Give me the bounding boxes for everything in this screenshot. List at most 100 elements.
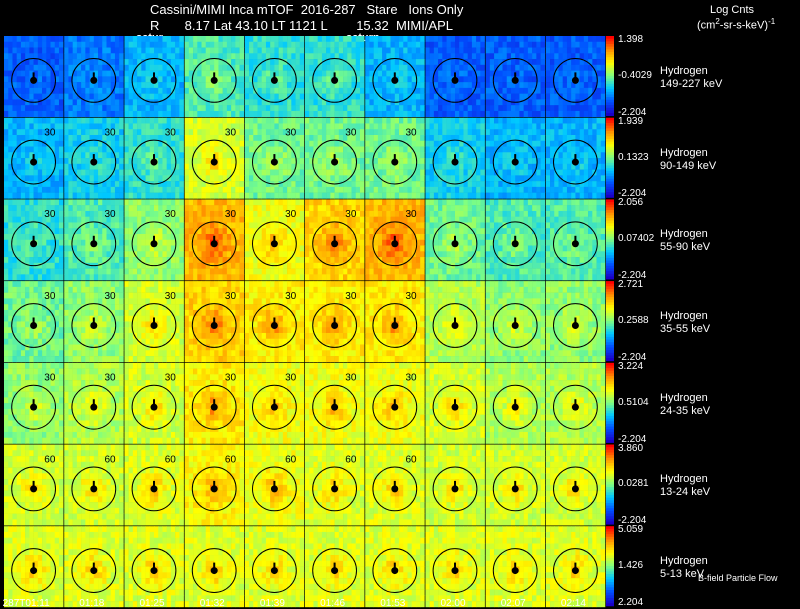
heatmap-cell [197, 251, 202, 258]
heatmap-cell [85, 210, 90, 217]
heatmap-cell [403, 105, 408, 112]
heatmap-cell [330, 186, 335, 193]
heatmap-cell [222, 59, 228, 66]
heatmap-cell [37, 110, 43, 117]
heatmap-cell [170, 181, 176, 188]
heatmap-cell [261, 245, 267, 252]
heatmap-cell [33, 110, 39, 117]
heatmap-cell [540, 76, 546, 83]
heatmap-cell [390, 186, 396, 193]
heatmap-cell [476, 140, 481, 147]
heatmap-cell [37, 123, 43, 130]
heatmap-cell [68, 251, 73, 258]
heatmap-cell [226, 228, 232, 235]
heatmap-cell [158, 36, 163, 43]
heatmap-cell [554, 140, 559, 147]
colorbar-segment [606, 136, 614, 140]
heatmap-cell [58, 222, 64, 229]
heatmap-cell [502, 64, 508, 71]
heatmap-cell [218, 205, 223, 212]
heatmap-cell [550, 105, 555, 112]
heatmap-cell [46, 53, 51, 60]
heatmap-cell [106, 110, 112, 117]
heatmap-cell [205, 129, 211, 136]
heatmap-cell [536, 93, 541, 100]
heatmap-cell [527, 186, 533, 193]
heatmap-cell [299, 192, 305, 199]
heatmap-cell [175, 123, 180, 130]
heatmap-cell [415, 169, 421, 176]
heatmap-cell [579, 175, 585, 182]
heatmap-cell [110, 82, 116, 89]
heatmap-cell [313, 152, 318, 159]
heatmap-cell [562, 87, 568, 94]
heatmap-cell [485, 76, 491, 83]
heatmap-cell [226, 82, 232, 89]
heatmap-cell [141, 222, 146, 229]
heatmap-cell [214, 192, 219, 199]
heatmap-cell [93, 36, 99, 43]
heatmap-cell [16, 76, 22, 83]
heatmap-cell [309, 169, 314, 176]
heatmap-cell [166, 228, 172, 235]
heatmap-cell [179, 99, 184, 106]
heatmap-cell [305, 64, 310, 71]
heatmap-cell [16, 140, 22, 147]
heatmap-cell [343, 140, 348, 147]
heatmap-cell [399, 117, 404, 124]
heatmap-cell [446, 140, 452, 147]
colorbar-segment [606, 59, 614, 63]
heatmap-cell [149, 210, 155, 217]
heatmap-cell [515, 53, 520, 60]
heatmap-cell [438, 70, 443, 77]
heatmap-cell [68, 129, 73, 136]
heatmap-cell [209, 233, 215, 241]
heatmap-cell [46, 47, 51, 54]
heatmap-cell [291, 186, 296, 193]
heatmap-cell [42, 99, 47, 106]
heatmap-cell [523, 175, 529, 182]
heatmap-cell [141, 228, 146, 235]
heatmap-cell [141, 181, 146, 188]
heatmap-cell [455, 59, 460, 66]
heatmap-cell [558, 129, 564, 136]
heatmap-cell [114, 64, 120, 71]
heatmap-cell [249, 53, 254, 60]
heatmap-cell [193, 257, 198, 264]
heatmap-cell [510, 64, 516, 71]
heatmap-cell [536, 36, 541, 43]
heatmap-cell [12, 93, 17, 100]
heatmap-cell [110, 47, 116, 54]
heatmap-cell [494, 36, 499, 43]
heatmap-cell [106, 192, 112, 199]
heatmap-cell [93, 117, 99, 124]
heatmap-cell [20, 222, 26, 229]
heatmap-cell [25, 262, 30, 269]
field-ring [71, 221, 117, 267]
heatmap-cell [29, 41, 34, 48]
heatmap-cell [154, 134, 159, 142]
heatmap-cell [527, 76, 533, 83]
heatmap-cell [411, 140, 417, 147]
heatmap-cell [369, 93, 374, 100]
heatmap-cell [119, 163, 124, 170]
heatmap-cell [54, 93, 60, 100]
heatmap-cell [50, 205, 56, 212]
heatmap-cell [249, 251, 254, 258]
heatmap-cell [33, 70, 39, 77]
heatmap-cell [25, 129, 30, 136]
heatmap-cell [338, 70, 344, 77]
heatmap-cell [295, 76, 301, 83]
heatmap-cell [575, 186, 580, 193]
heatmap-cell [295, 129, 301, 136]
heatmap-cell [583, 53, 589, 60]
heatmap-cell [571, 146, 576, 153]
heatmap-cell [571, 129, 576, 136]
heatmap-cell [20, 163, 26, 170]
heatmap-cell [377, 82, 383, 89]
heatmap-cell [359, 87, 365, 94]
heatmap-cell [455, 110, 460, 117]
heatmap-cell [58, 36, 64, 43]
heatmap-cell [72, 199, 78, 206]
heatmap-cell [596, 53, 602, 60]
